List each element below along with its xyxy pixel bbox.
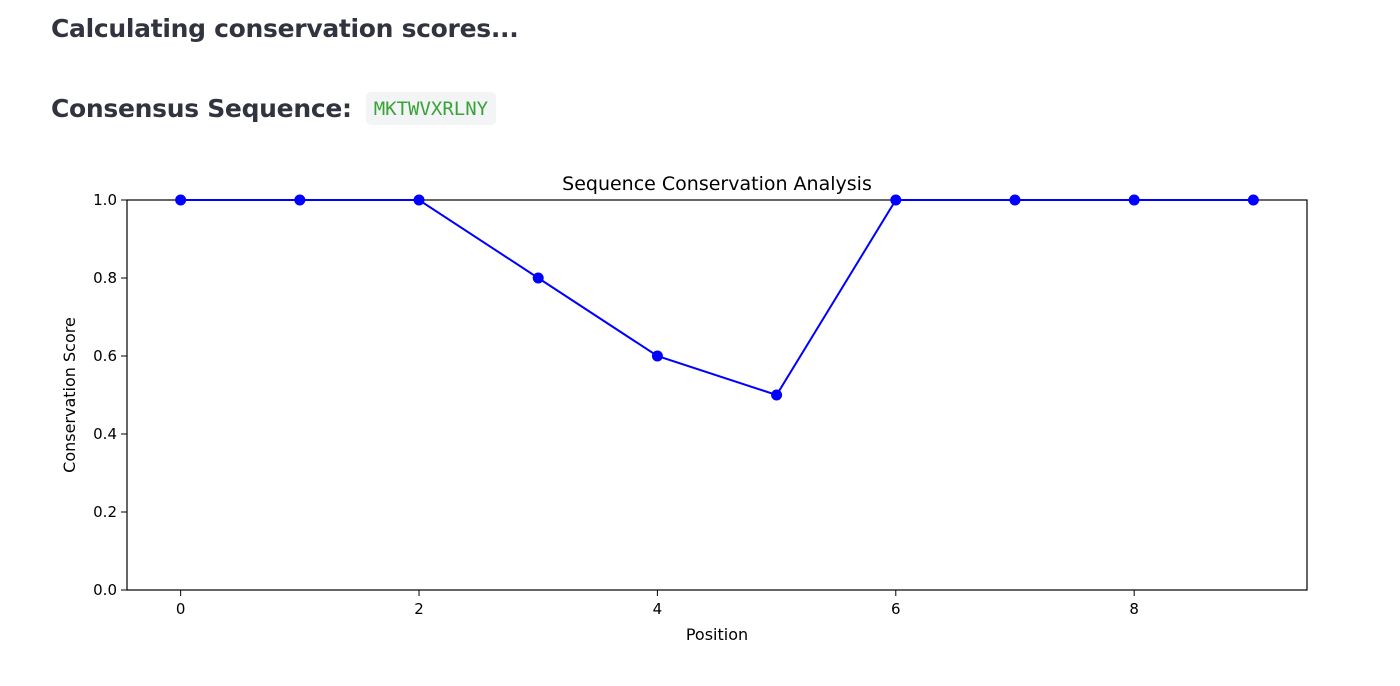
consensus-sequence-code: MKTWVXRLNY — [365, 92, 497, 125]
y-tick-label: 0.6 — [93, 347, 117, 365]
x-tick-label: 4 — [653, 600, 663, 618]
x-tick-label: 0 — [176, 600, 186, 618]
data-point — [175, 194, 187, 206]
y-tick-label: 0.8 — [93, 269, 117, 287]
data-point — [1247, 194, 1259, 206]
conservation-chart: Sequence Conservation Analysis 0.0 0.2 0.4… — [50, 160, 1350, 660]
chart-title: Sequence Conservation Analysis — [562, 173, 872, 195]
x-tick-label: 2 — [414, 600, 424, 618]
y-tick-label: 0.2 — [93, 503, 117, 521]
y-axis-label: Conservation Score — [60, 317, 79, 473]
x-axis-label: Position — [686, 625, 748, 644]
series-line — [180, 199, 1254, 397]
consensus-row: Consensus Sequence: MKTWVXRLNY — [51, 92, 497, 125]
data-point — [771, 389, 783, 401]
x-tick-label: 6 — [891, 600, 901, 618]
data-point — [1128, 194, 1140, 206]
data-point — [532, 272, 544, 284]
series-layer — [175, 194, 1259, 401]
x-axis: 0 2 4 6 8 — [176, 590, 1139, 618]
consensus-label: Consensus Sequence: — [51, 94, 352, 123]
data-point — [1009, 194, 1021, 206]
x-tick-label: 8 — [1129, 600, 1139, 618]
plot-area-frame — [126, 199, 1308, 591]
y-tick-label: 0.4 — [93, 425, 117, 443]
data-point — [413, 194, 425, 206]
conservation-chart-svg: Sequence Conservation Analysis 0.0 0.2 0.4… — [60, 173, 1308, 644]
data-point — [890, 194, 902, 206]
y-tick-label: 1.0 — [93, 191, 117, 209]
y-tick-label: 0.0 — [93, 581, 117, 599]
data-point — [294, 194, 306, 206]
y-axis: 0.0 0.2 0.4 0.6 0.8 1.0 — [93, 191, 127, 599]
status-heading: Calculating conservation scores... — [51, 14, 519, 43]
data-point — [651, 350, 663, 362]
